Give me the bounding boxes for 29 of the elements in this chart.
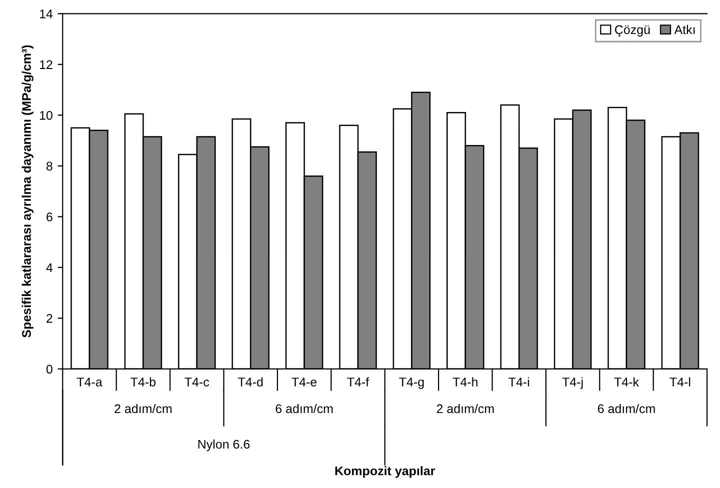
text: Kompozit yapılar (335, 466, 436, 478)
text: 6 adım/cm (276, 404, 333, 414)
y-tick-label: 2 (46, 314, 52, 323)
x-tick-label: T4-e (292, 378, 317, 386)
x-tick-label: T4-j (562, 377, 583, 389)
text: Nylon 6.6 (198, 439, 250, 452)
x-tick-label: T4-l (670, 377, 690, 386)
x-tick-label: T4-i (508, 377, 530, 386)
y-tick-label: 8 (46, 162, 52, 171)
y-tick-label: 14 (40, 10, 53, 18)
x-tick-label: T4-a (76, 378, 102, 386)
text: 2 adım/cm (436, 404, 494, 414)
legend-label: Çözgü (615, 25, 650, 37)
y-tick-label: 0 (46, 364, 52, 374)
x-tick-label: T4-k (614, 377, 640, 386)
y-tick-label: 10 (40, 110, 52, 120)
x-tick-label: T4-c (184, 378, 210, 386)
x-tick-label: T4-d (238, 377, 263, 386)
x-tick-label: T4-f (347, 377, 370, 386)
y-axis-title: Spesifik katlararası ayrılma dayanımı (MPa/g/cm³) (22, 45, 34, 338)
text: 2 adım/cm (114, 404, 172, 414)
x-tick-label: T4-b (130, 377, 156, 386)
text: 6 adım/cm (598, 404, 655, 414)
y-tick-label: 12 (40, 60, 52, 69)
x-tick-label: T4-g (399, 378, 424, 389)
x-tick-label: T4-h (452, 377, 478, 386)
legend-label: Atkı (674, 24, 695, 34)
y-tick-label: 6 (46, 212, 52, 222)
y-tick-label: 4 (46, 263, 53, 272)
